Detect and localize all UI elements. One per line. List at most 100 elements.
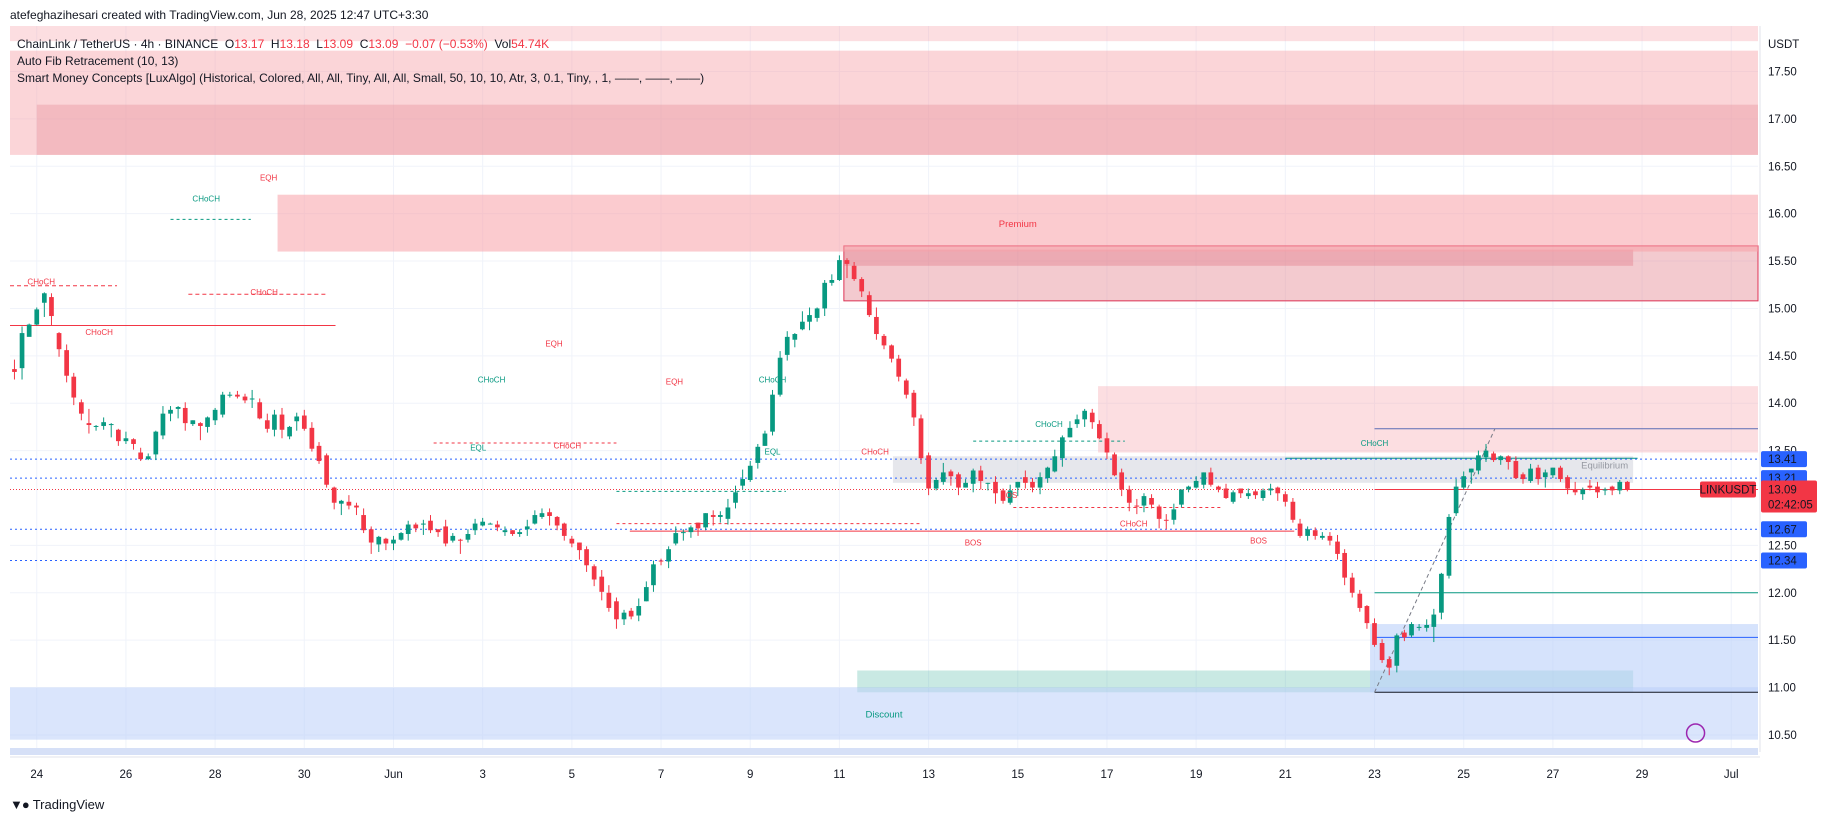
- candle-body: [569, 538, 575, 544]
- candle-body: [1223, 488, 1229, 498]
- candle-body: [495, 524, 500, 528]
- candle-body: [279, 414, 285, 430]
- candle-body: [338, 500, 344, 504]
- candle-body: [301, 415, 307, 429]
- time-tick-label: 17: [1101, 769, 1114, 781]
- structure-label: CHoCH: [1035, 420, 1063, 429]
- candle-body: [1193, 480, 1199, 488]
- tradingview-logo-icon: ▼●: [10, 797, 30, 812]
- structure-label: EQL: [470, 444, 487, 453]
- structure-label: EQL: [765, 447, 782, 456]
- candle-body: [628, 610, 634, 617]
- candle-body: [1074, 419, 1080, 425]
- candle-body: [1513, 461, 1519, 479]
- candle-body: [1186, 486, 1191, 490]
- candle-body: [733, 492, 738, 503]
- candle-body: [725, 507, 731, 519]
- price-tick-label: 16.00: [1768, 209, 1797, 221]
- candle-body: [1342, 552, 1347, 578]
- candle-body: [896, 358, 902, 377]
- candle-body: [1238, 488, 1244, 494]
- candle-body: [1245, 493, 1251, 497]
- candle-body: [168, 409, 173, 414]
- time-tick-label: 11: [833, 769, 845, 781]
- candle-body: [34, 309, 40, 325]
- time-tick-label: 15: [1011, 769, 1024, 781]
- candle-body: [1498, 456, 1504, 461]
- candle-body: [227, 394, 233, 396]
- time-tick-label: 24: [30, 769, 43, 781]
- time-tick-label: 3: [479, 769, 485, 781]
- supply-block: [843, 249, 1634, 266]
- candle-body: [1327, 535, 1333, 541]
- candle-body: [1468, 468, 1474, 473]
- candle-body: [116, 429, 121, 442]
- candle-body: [621, 612, 627, 620]
- candle-body: [614, 601, 619, 620]
- currency-label: USDT: [1768, 39, 1799, 51]
- candle-body: [1483, 450, 1489, 458]
- candle-body: [435, 529, 441, 533]
- candle-body: [1082, 410, 1088, 420]
- candle-body: [1201, 472, 1207, 485]
- candle-body: [822, 282, 828, 309]
- candle-body: [606, 592, 612, 608]
- candle-body: [1141, 496, 1147, 506]
- zone-premium: [277, 194, 1758, 252]
- candle-body: [465, 534, 471, 540]
- candle-body: [814, 308, 820, 318]
- price-tick-label: 12.00: [1768, 588, 1797, 600]
- structure-label: CHoCH: [861, 447, 889, 456]
- candle-body: [770, 394, 775, 432]
- candle-body: [1558, 467, 1563, 480]
- structure-label: CHoCH: [250, 288, 278, 297]
- fib-price-badge: [1761, 552, 1807, 569]
- candle-body: [1312, 530, 1318, 536]
- candle-body: [1030, 481, 1035, 488]
- candle-body: [584, 549, 589, 566]
- candle-body: [249, 398, 255, 400]
- candle-body: [777, 357, 783, 395]
- candle-body: [1565, 477, 1570, 489]
- candle-body: [688, 527, 694, 533]
- candle-body: [1609, 486, 1615, 491]
- candle-body: [710, 515, 716, 517]
- candle-body: [1097, 424, 1102, 439]
- lightning-icon: [1685, 723, 1706, 743]
- candle-body: [940, 472, 946, 482]
- candle-body: [1476, 455, 1481, 471]
- candle-body: [1268, 488, 1273, 491]
- price-tick-label: 17.00: [1768, 114, 1797, 126]
- candle-body: [12, 369, 17, 372]
- candle-body: [1037, 477, 1043, 488]
- candle-body: [1379, 643, 1385, 661]
- candle-body: [160, 413, 166, 436]
- structure-label: BOS: [1000, 491, 1017, 500]
- candle-body: [41, 293, 47, 303]
- candle-body: [591, 566, 597, 580]
- time-tick-label: 25: [1457, 769, 1470, 781]
- time-tick-label: 19: [1190, 769, 1203, 781]
- structure-label: CHoCH: [27, 278, 55, 287]
- candle-body: [1431, 614, 1437, 627]
- price-tick-label: 15.00: [1768, 303, 1797, 315]
- candle-body: [524, 526, 530, 530]
- time-tick-label: 26: [120, 769, 133, 781]
- last-price-badge: [1761, 480, 1817, 513]
- candle-body: [874, 316, 879, 335]
- candle-body: [145, 456, 151, 460]
- candle-body: [1060, 437, 1065, 459]
- candle-body: [1357, 593, 1363, 608]
- candle-body: [1386, 659, 1392, 668]
- candle-body: [851, 265, 857, 280]
- candle-body: [1617, 481, 1623, 491]
- supply-block: [843, 245, 1759, 302]
- candle-body: [1260, 490, 1266, 498]
- structure-label: EQH: [260, 173, 278, 182]
- candle-body: [182, 407, 188, 424]
- candle-body: [762, 433, 768, 446]
- candle-body: [1015, 481, 1021, 488]
- time-tick-label: Jun: [384, 769, 403, 781]
- structure-label: CHoCH: [1361, 439, 1389, 448]
